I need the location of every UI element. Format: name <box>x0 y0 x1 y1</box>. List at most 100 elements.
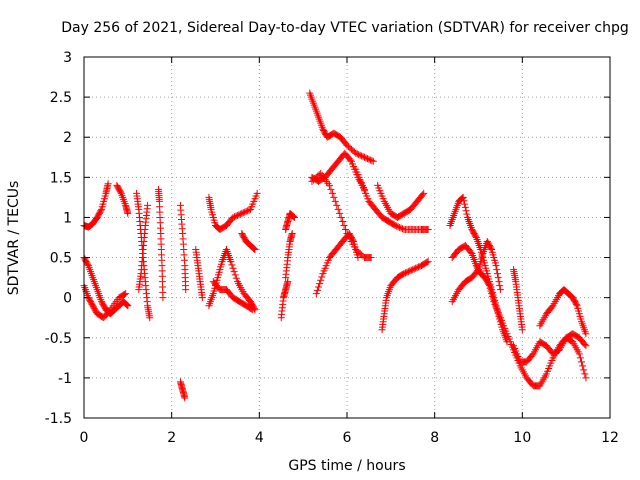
data-point <box>391 221 399 229</box>
x-axis-label: GPS time / hours <box>288 458 405 474</box>
y-tick-label: -1 <box>58 371 72 387</box>
x-tick-label: 4 <box>255 430 264 446</box>
data-point <box>242 207 250 215</box>
chart-title: Day 256 of 2021, Sidereal Day-to-day VTE… <box>61 20 629 36</box>
data-point <box>582 330 590 338</box>
axis-ticks <box>83 56 611 419</box>
data-point <box>352 149 360 157</box>
data-point <box>159 294 167 302</box>
y-tick-label: 0 <box>63 291 72 307</box>
data-point <box>229 264 237 272</box>
data-point <box>409 266 417 274</box>
data-point <box>313 286 321 294</box>
data-point <box>397 224 405 232</box>
data-point <box>572 300 580 308</box>
series-arc-24 <box>374 181 428 221</box>
data-point <box>485 280 493 288</box>
data-point <box>122 300 130 308</box>
series-arc-14 <box>238 229 259 254</box>
data-point <box>238 209 246 217</box>
data-point <box>461 203 469 211</box>
data-point <box>367 254 375 262</box>
data-point <box>403 268 411 276</box>
data-point <box>582 374 590 382</box>
data-point <box>363 155 371 163</box>
data-point <box>117 188 125 196</box>
data-point <box>334 205 342 213</box>
series-arc-16 <box>282 229 296 282</box>
data-point <box>330 193 338 201</box>
data-point <box>493 266 501 274</box>
y-tick-label: 2.5 <box>50 90 72 106</box>
x-tick-label: 8 <box>430 430 439 446</box>
data-point <box>487 244 495 252</box>
series-arc-30 <box>536 286 590 338</box>
data-point <box>227 258 235 266</box>
data-point <box>463 210 471 218</box>
data-point <box>230 268 238 276</box>
y-tick-label: 1.5 <box>50 170 72 186</box>
data-point <box>104 180 112 188</box>
data-point <box>239 209 247 217</box>
data-point <box>353 150 361 158</box>
data-point <box>231 271 239 279</box>
data-point <box>365 155 373 163</box>
series-arc-9 <box>176 378 189 402</box>
data-point <box>249 244 257 252</box>
data-point <box>253 189 261 197</box>
series-arc-12 <box>205 246 259 314</box>
y-tick-label: 3 <box>63 50 72 66</box>
data-point <box>346 156 354 164</box>
y-tick-labels: -1.5 -1 -0.5 0 0.5 1 1.5 2 2.5 3 <box>45 50 72 427</box>
data-point <box>369 157 377 165</box>
data-point <box>290 213 298 221</box>
series-arc-27 <box>448 238 504 306</box>
data-point <box>315 283 323 291</box>
data-point <box>144 201 152 209</box>
series-arc-28 <box>510 330 590 366</box>
data-point <box>460 197 468 205</box>
data-point <box>424 258 432 266</box>
data-point <box>333 201 341 209</box>
x-tick-label: 12 <box>601 430 619 446</box>
data-point <box>404 268 412 276</box>
data-point <box>362 154 370 162</box>
data-point <box>467 248 475 256</box>
data-point <box>399 225 407 233</box>
data-point <box>496 286 504 294</box>
series-arc-29 <box>510 266 526 334</box>
data-point <box>228 261 236 269</box>
data-point <box>419 191 427 199</box>
data-point <box>406 267 414 275</box>
data-point <box>84 260 92 268</box>
data-point <box>355 151 363 159</box>
data-point <box>327 185 335 193</box>
data-point <box>318 273 326 281</box>
data-point <box>182 286 190 294</box>
data-point <box>415 263 423 271</box>
data-point <box>582 342 590 350</box>
series-arc-8 <box>176 201 190 294</box>
data-point <box>410 265 418 273</box>
y-tick-label: -1.5 <box>45 411 72 427</box>
data-point <box>340 221 348 229</box>
data-point <box>232 212 240 220</box>
y-axis-label: SDTVAR / TECUs <box>6 181 22 296</box>
series-arc-3 <box>80 282 130 322</box>
data-point <box>579 362 587 370</box>
series-arc-23 <box>378 258 432 334</box>
data-point <box>328 189 336 197</box>
data-point <box>315 171 323 179</box>
data-point <box>312 290 320 298</box>
data-point <box>236 210 244 218</box>
data-point <box>472 232 480 240</box>
data-point <box>423 258 431 266</box>
series-arc-21 <box>312 229 362 298</box>
data-point <box>356 151 364 159</box>
data-point <box>250 245 258 253</box>
data-point <box>424 225 432 233</box>
data-point <box>358 152 366 160</box>
data-point <box>241 208 249 216</box>
data-point <box>251 246 259 254</box>
